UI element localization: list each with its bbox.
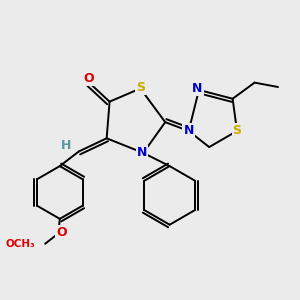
Text: H: H xyxy=(61,139,72,152)
Text: N: N xyxy=(192,82,203,95)
Text: OCH₃: OCH₃ xyxy=(5,239,35,249)
Text: S: S xyxy=(232,124,242,137)
Text: O: O xyxy=(84,72,94,85)
Text: N: N xyxy=(136,146,147,159)
Text: S: S xyxy=(136,81,145,94)
Text: N: N xyxy=(184,124,194,137)
Text: O: O xyxy=(56,226,67,239)
